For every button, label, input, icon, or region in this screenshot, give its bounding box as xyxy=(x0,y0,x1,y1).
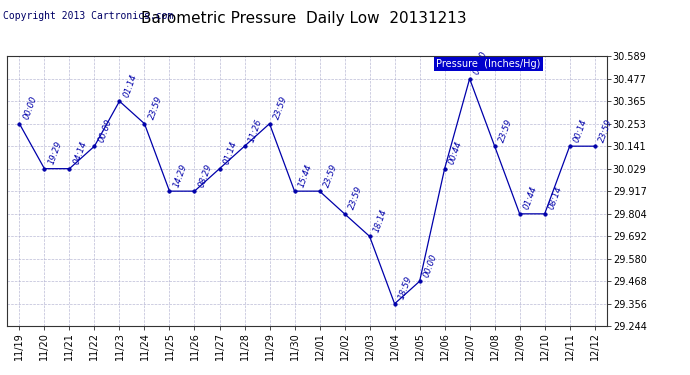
Text: 00:00: 00:00 xyxy=(473,50,489,76)
Text: 11:26: 11:26 xyxy=(247,117,264,143)
Text: 01:14: 01:14 xyxy=(222,140,239,166)
Text: 01:44: 01:44 xyxy=(522,185,539,211)
Text: 23:59: 23:59 xyxy=(497,117,514,143)
Text: 23:59: 23:59 xyxy=(273,95,289,121)
Text: 00:00: 00:00 xyxy=(422,252,439,279)
Text: 15:44: 15:44 xyxy=(297,162,314,188)
Text: 23:59: 23:59 xyxy=(147,95,164,121)
Text: Copyright 2013 Cartronics.com: Copyright 2013 Cartronics.com xyxy=(3,11,174,21)
Text: 14:29: 14:29 xyxy=(172,162,189,188)
Text: 19:29: 19:29 xyxy=(47,140,64,166)
Text: 01:14: 01:14 xyxy=(122,72,139,99)
Text: Barometric Pressure  Daily Low  20131213: Barometric Pressure Daily Low 20131213 xyxy=(141,11,466,26)
Text: 08:29: 08:29 xyxy=(197,162,214,188)
Text: 00:00: 00:00 xyxy=(97,117,114,143)
Text: 04:14: 04:14 xyxy=(72,140,89,166)
Text: 23:59: 23:59 xyxy=(347,185,364,211)
Text: 18:14: 18:14 xyxy=(373,207,389,234)
Text: 18:59: 18:59 xyxy=(397,275,414,301)
Text: 23:59: 23:59 xyxy=(598,117,614,143)
Text: 00:44: 00:44 xyxy=(447,140,464,166)
Text: 00:00: 00:00 xyxy=(22,95,39,121)
Text: Pressure  (Inches/Hg): Pressure (Inches/Hg) xyxy=(436,59,540,69)
Text: 00:14: 00:14 xyxy=(573,117,589,143)
Text: 23:59: 23:59 xyxy=(322,162,339,188)
Text: 08:14: 08:14 xyxy=(547,185,564,211)
